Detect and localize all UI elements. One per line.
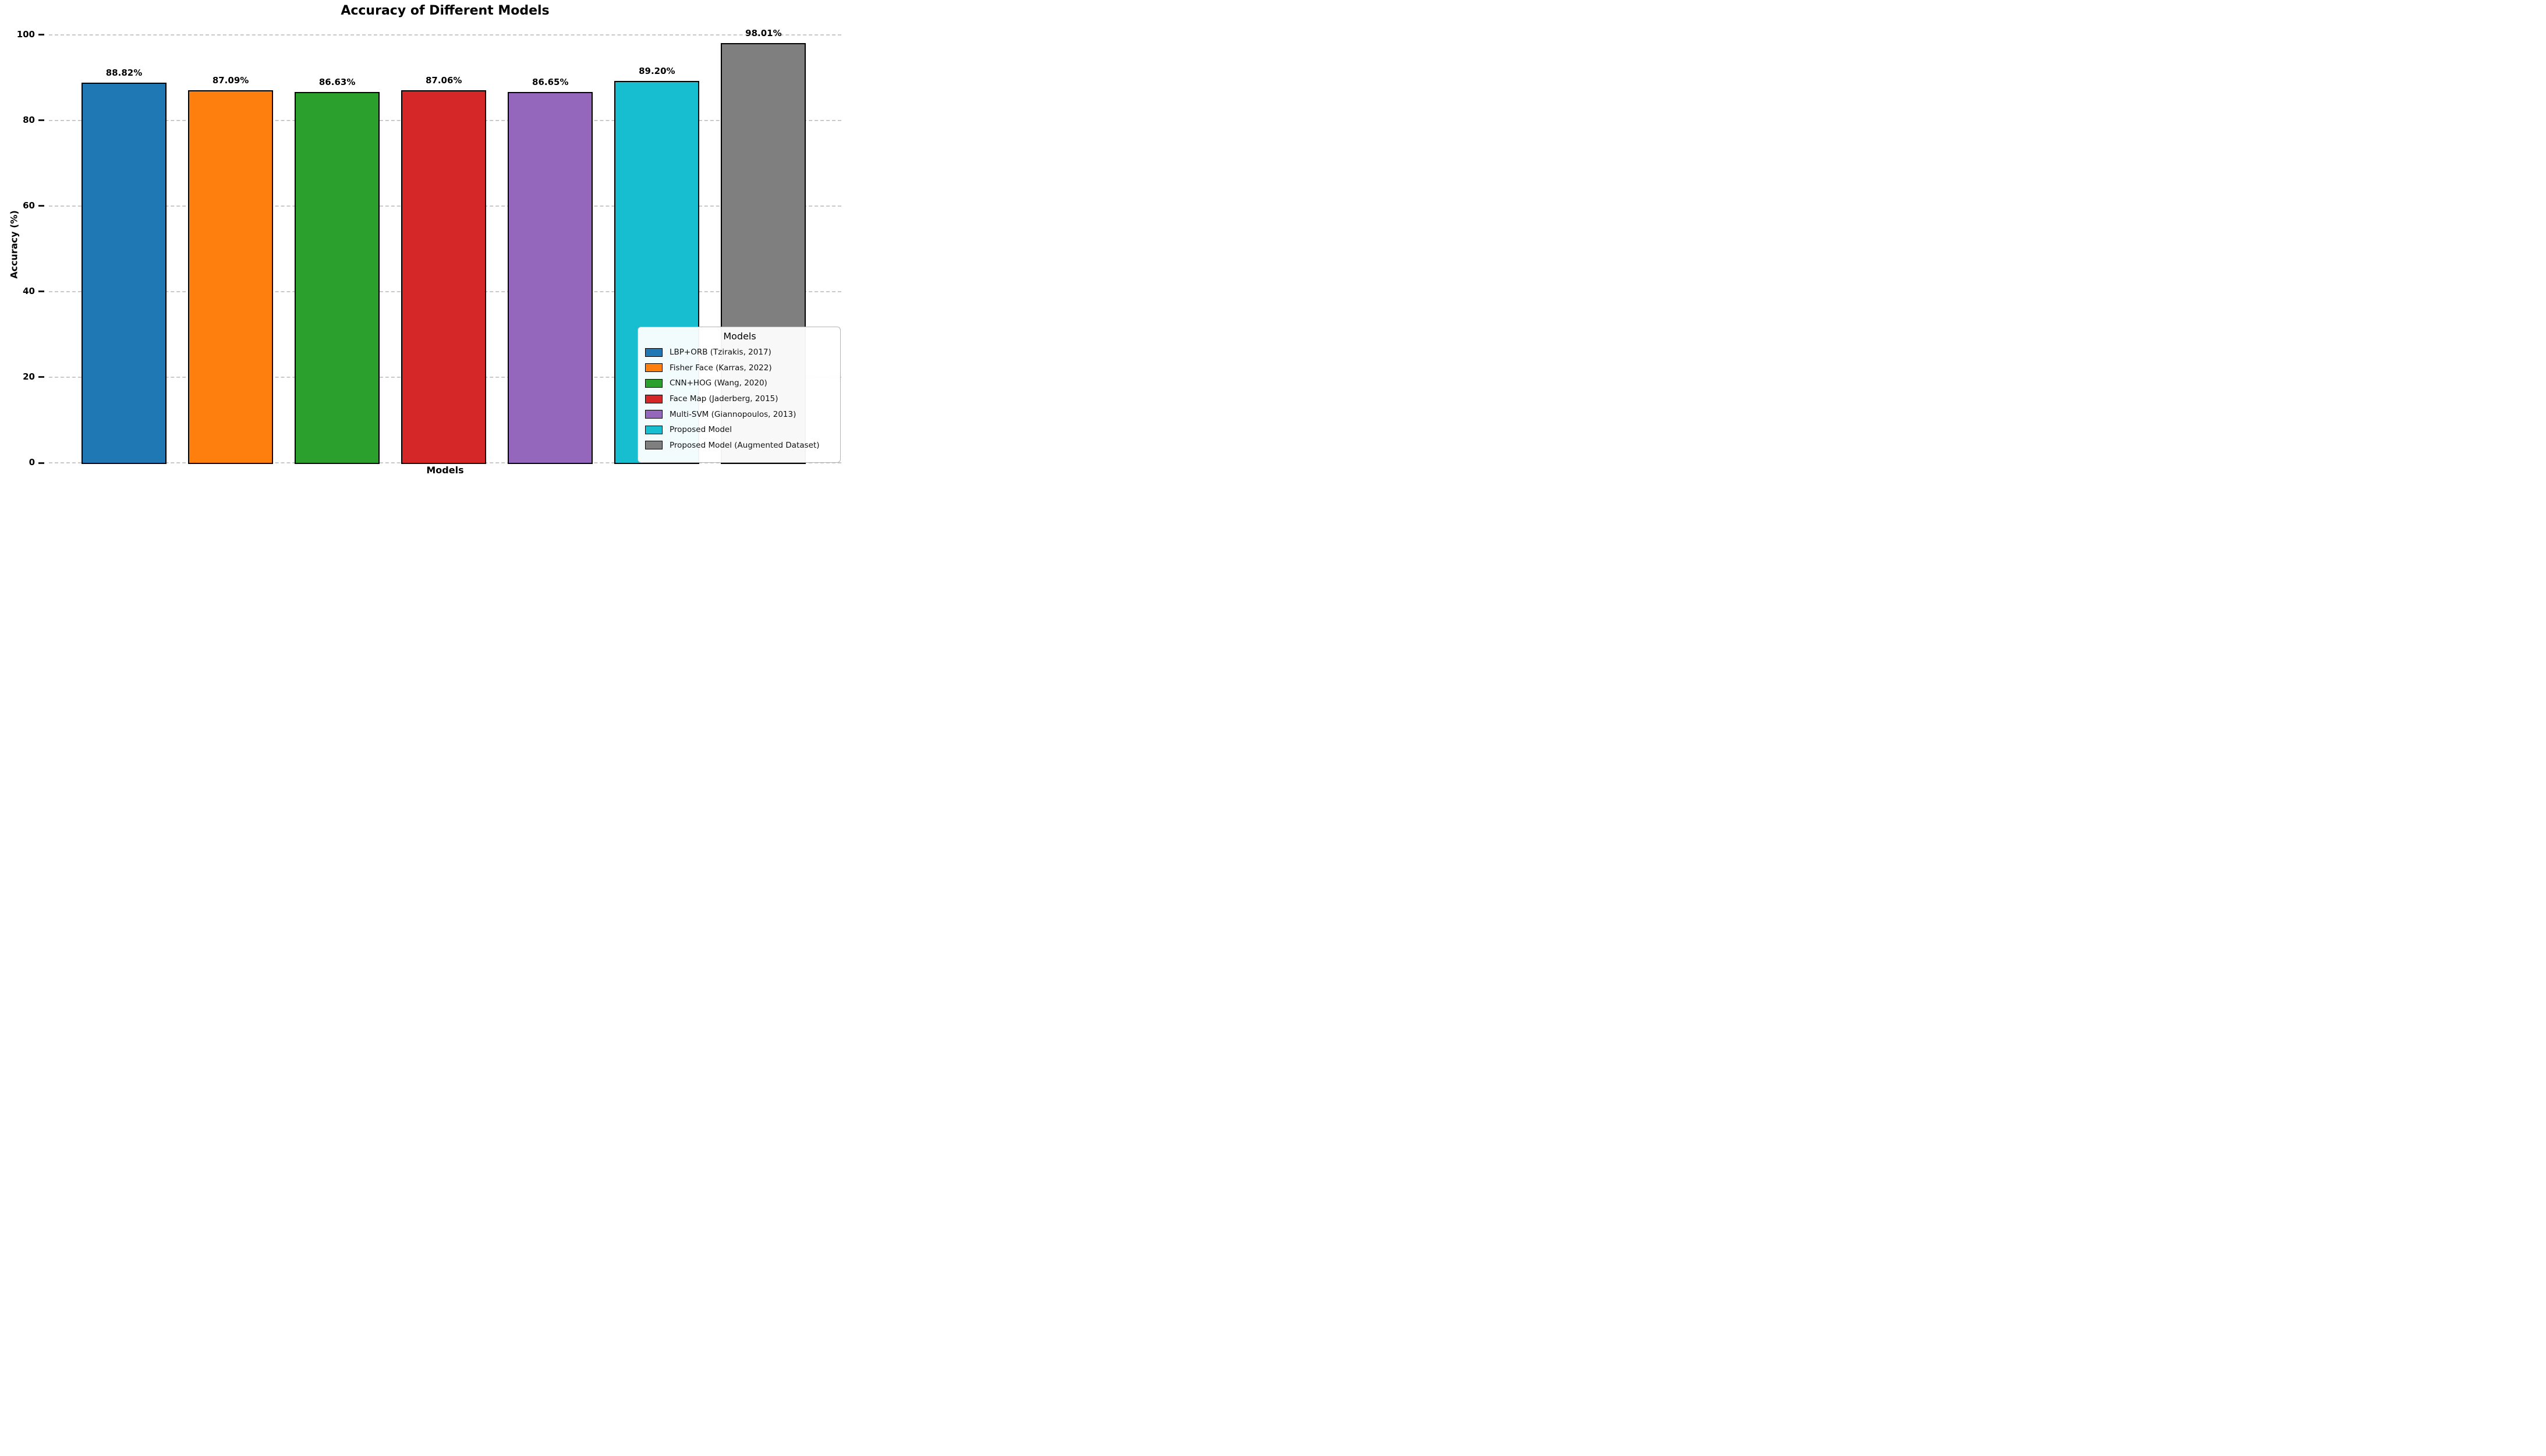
bar-4 (401, 90, 487, 464)
legend-swatch-icon (645, 425, 663, 434)
legend-item-5: Multi-SVM (Giannopoulos, 2013) (645, 406, 834, 422)
bar-3 (295, 92, 380, 464)
legend-title: Models (723, 331, 756, 342)
legend-swatch-icon (645, 378, 663, 388)
legend-swatch-icon (645, 441, 663, 450)
y-axis-label: Accuracy (%) (8, 210, 20, 279)
y-tick-mark-40 (38, 291, 44, 293)
x-axis-label: Models (426, 465, 464, 476)
bar-value-label-3: 86.63% (318, 77, 356, 87)
y-tick-mark-60 (38, 205, 44, 207)
legend-item-label: Face Map (Jaderberg, 2015) (670, 394, 778, 404)
legend-item-4: Face Map (Jaderberg, 2015) (645, 391, 834, 407)
bar-chart-figure: Accuracy of Different Models Accuracy (%… (0, 0, 849, 486)
bar-value-label-2: 87.09% (212, 75, 249, 86)
y-tick-mark-0 (38, 462, 44, 464)
legend-swatch-icon (645, 410, 663, 419)
legend-item-7: Proposed Model (Augmented Dataset) (645, 438, 834, 454)
legend-item-1: LBP+ORB (Tzirakis, 2017) (645, 345, 834, 360)
legend-item-3: CNN+HOG (Wang, 2020) (645, 375, 834, 391)
bar-5 (508, 91, 593, 464)
bar-value-label-7: 98.01% (745, 28, 782, 39)
legend: Models LBP+ORB (Tzirakis, 2017) Fisher Fa… (638, 327, 841, 463)
y-tick-label-60: 60 (23, 200, 35, 211)
legend-swatch-icon (645, 363, 663, 373)
legend-item-2: Fisher Face (Karras, 2022) (645, 360, 834, 376)
legend-item-label: Fisher Face (Karras, 2022) (670, 363, 772, 373)
legend-rows: LBP+ORB (Tzirakis, 2017) Fisher Face (Kar… (645, 345, 834, 453)
y-tick-label-40: 40 (23, 285, 35, 296)
legend-item-label: LBP+ORB (Tzirakis, 2017) (670, 348, 771, 357)
legend-item-label: Multi-SVM (Giannopoulos, 2013) (670, 409, 796, 419)
legend-item-label: Proposed Model (Augmented Dataset) (670, 440, 820, 450)
bar-2 (188, 90, 274, 464)
y-tick-mark-20 (38, 376, 44, 378)
bar-value-label-4: 87.06% (425, 75, 462, 86)
y-tick-label-100: 100 (16, 29, 35, 40)
legend-swatch-icon (645, 348, 663, 357)
y-tick-label-0: 0 (29, 457, 35, 467)
gridline-y-100 (49, 34, 841, 36)
y-tick-label-20: 20 (23, 371, 35, 382)
bar-value-label-6: 89.20% (639, 66, 675, 77)
chart-title: Accuracy of Different Models (341, 3, 550, 18)
bar-value-label-5: 86.65% (532, 76, 569, 87)
y-tick-mark-100 (38, 34, 44, 36)
bar-1 (82, 82, 167, 464)
bar-value-label-1: 88.82% (105, 67, 143, 78)
y-tick-label-80: 80 (23, 114, 35, 125)
legend-item-label: Proposed Model (670, 425, 732, 435)
y-tick-mark-80 (38, 119, 44, 122)
legend-swatch-icon (645, 394, 663, 403)
legend-item-6: Proposed Model (645, 422, 834, 438)
legend-item-label: CNN+HOG (Wang, 2020) (670, 378, 767, 388)
